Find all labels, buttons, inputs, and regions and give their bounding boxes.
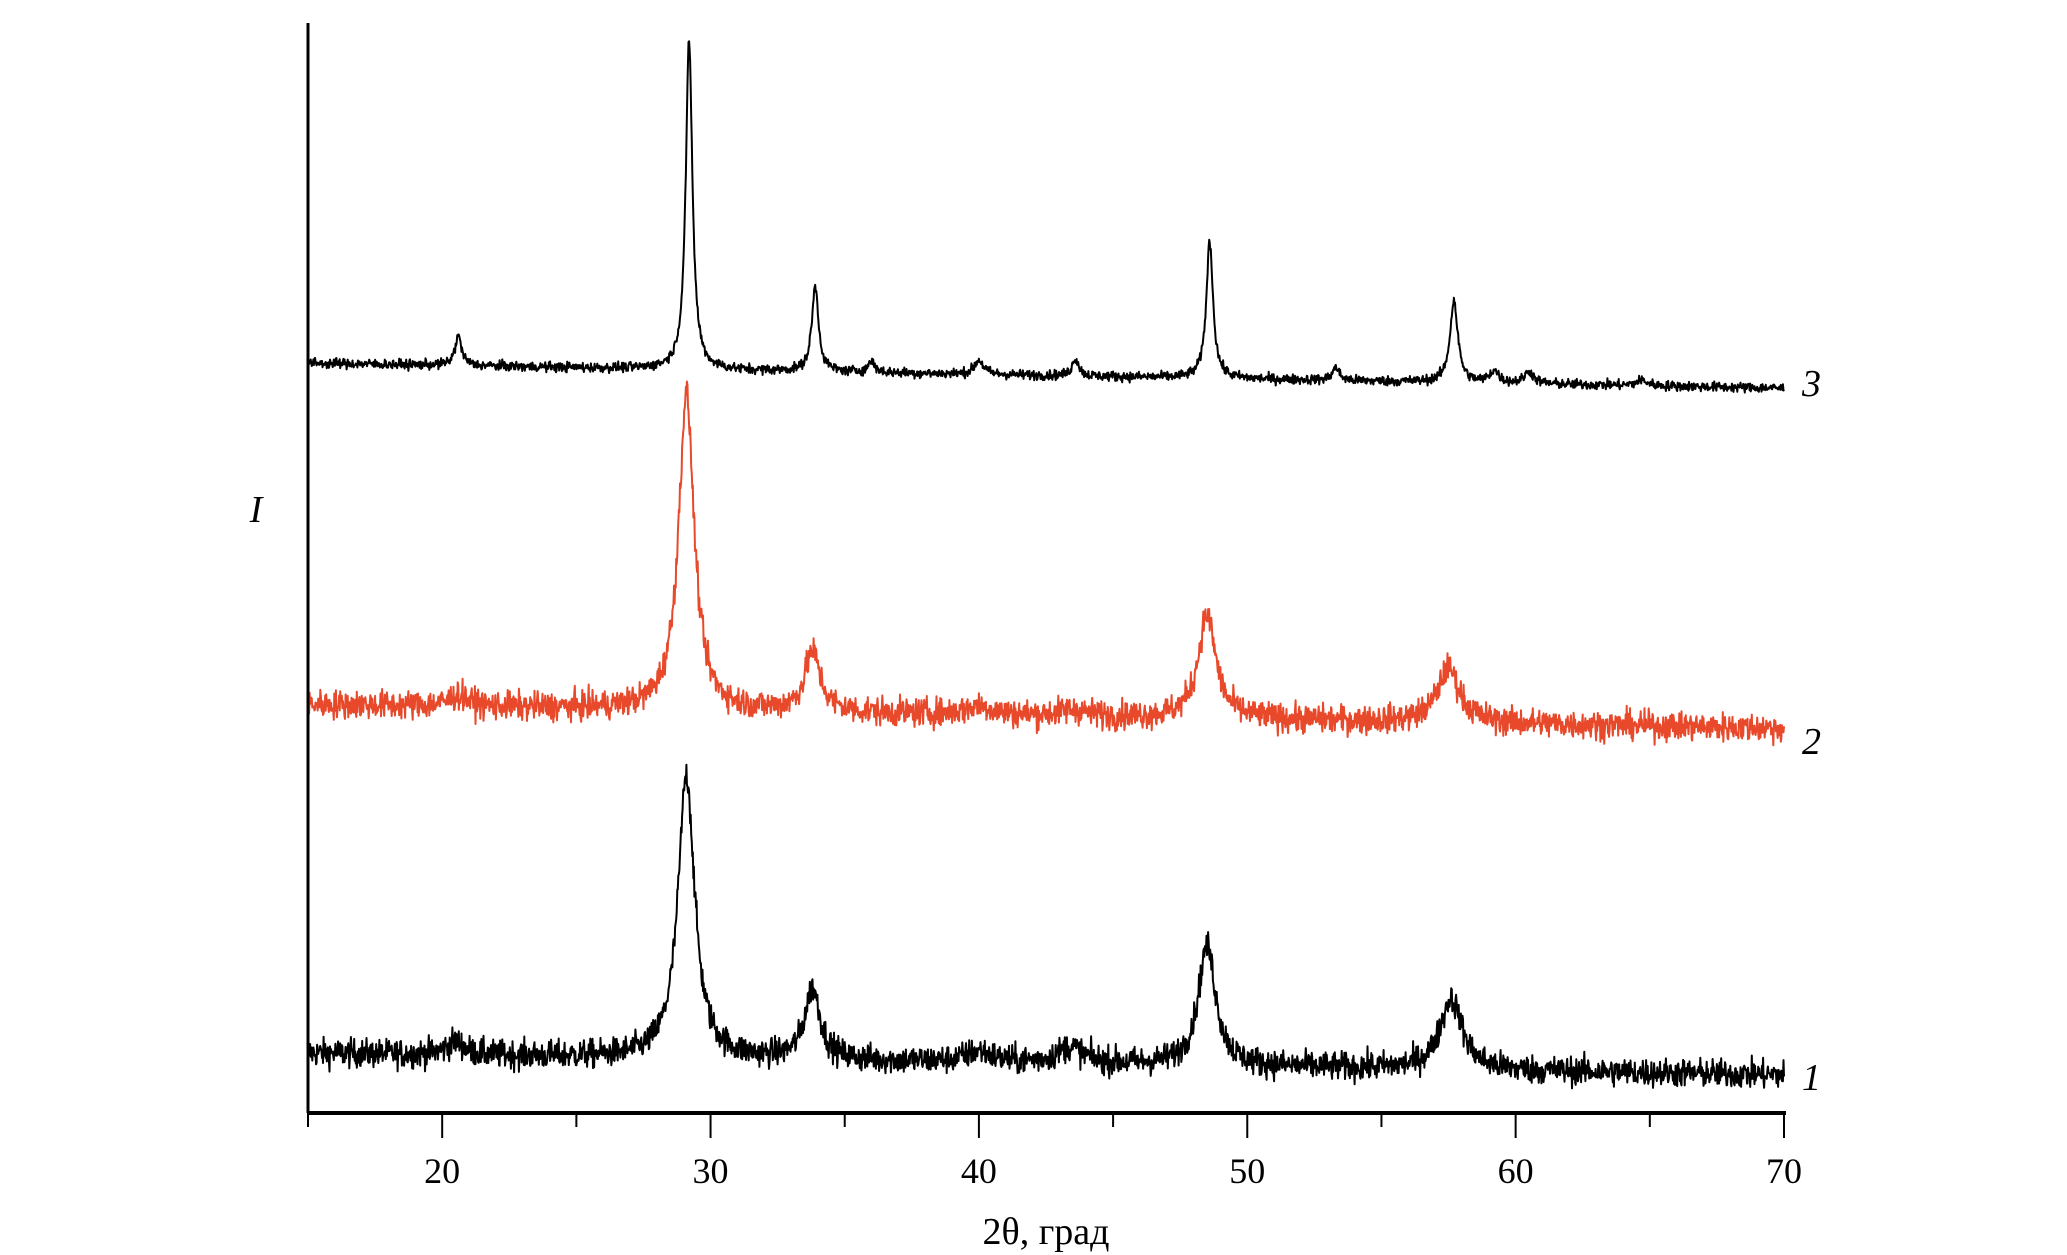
x-ticks: 20 30 40 50 60 70 <box>307 1113 1802 1191</box>
x-tick-label: 70 <box>1766 1151 1802 1191</box>
x-axis-title: 2θ, град <box>983 1211 1110 1253</box>
x-tick-label: 20 <box>424 1151 460 1191</box>
series-label-1: 1 <box>1802 1057 1821 1099</box>
x-tick-label: 60 <box>1498 1151 1534 1191</box>
x-tick-label: 50 <box>1229 1151 1265 1191</box>
series-line-1 <box>307 763 1785 1090</box>
x-tick-label: 30 <box>693 1151 729 1191</box>
series-line-2 <box>307 380 1785 747</box>
series-layer <box>307 40 1785 1090</box>
series-label-3: 3 <box>1801 363 1821 405</box>
x-tick-label: 40 <box>961 1151 997 1191</box>
series-line-3 <box>307 40 1785 394</box>
y-axis-title: I <box>249 489 265 531</box>
series-label-2: 2 <box>1802 721 1821 763</box>
